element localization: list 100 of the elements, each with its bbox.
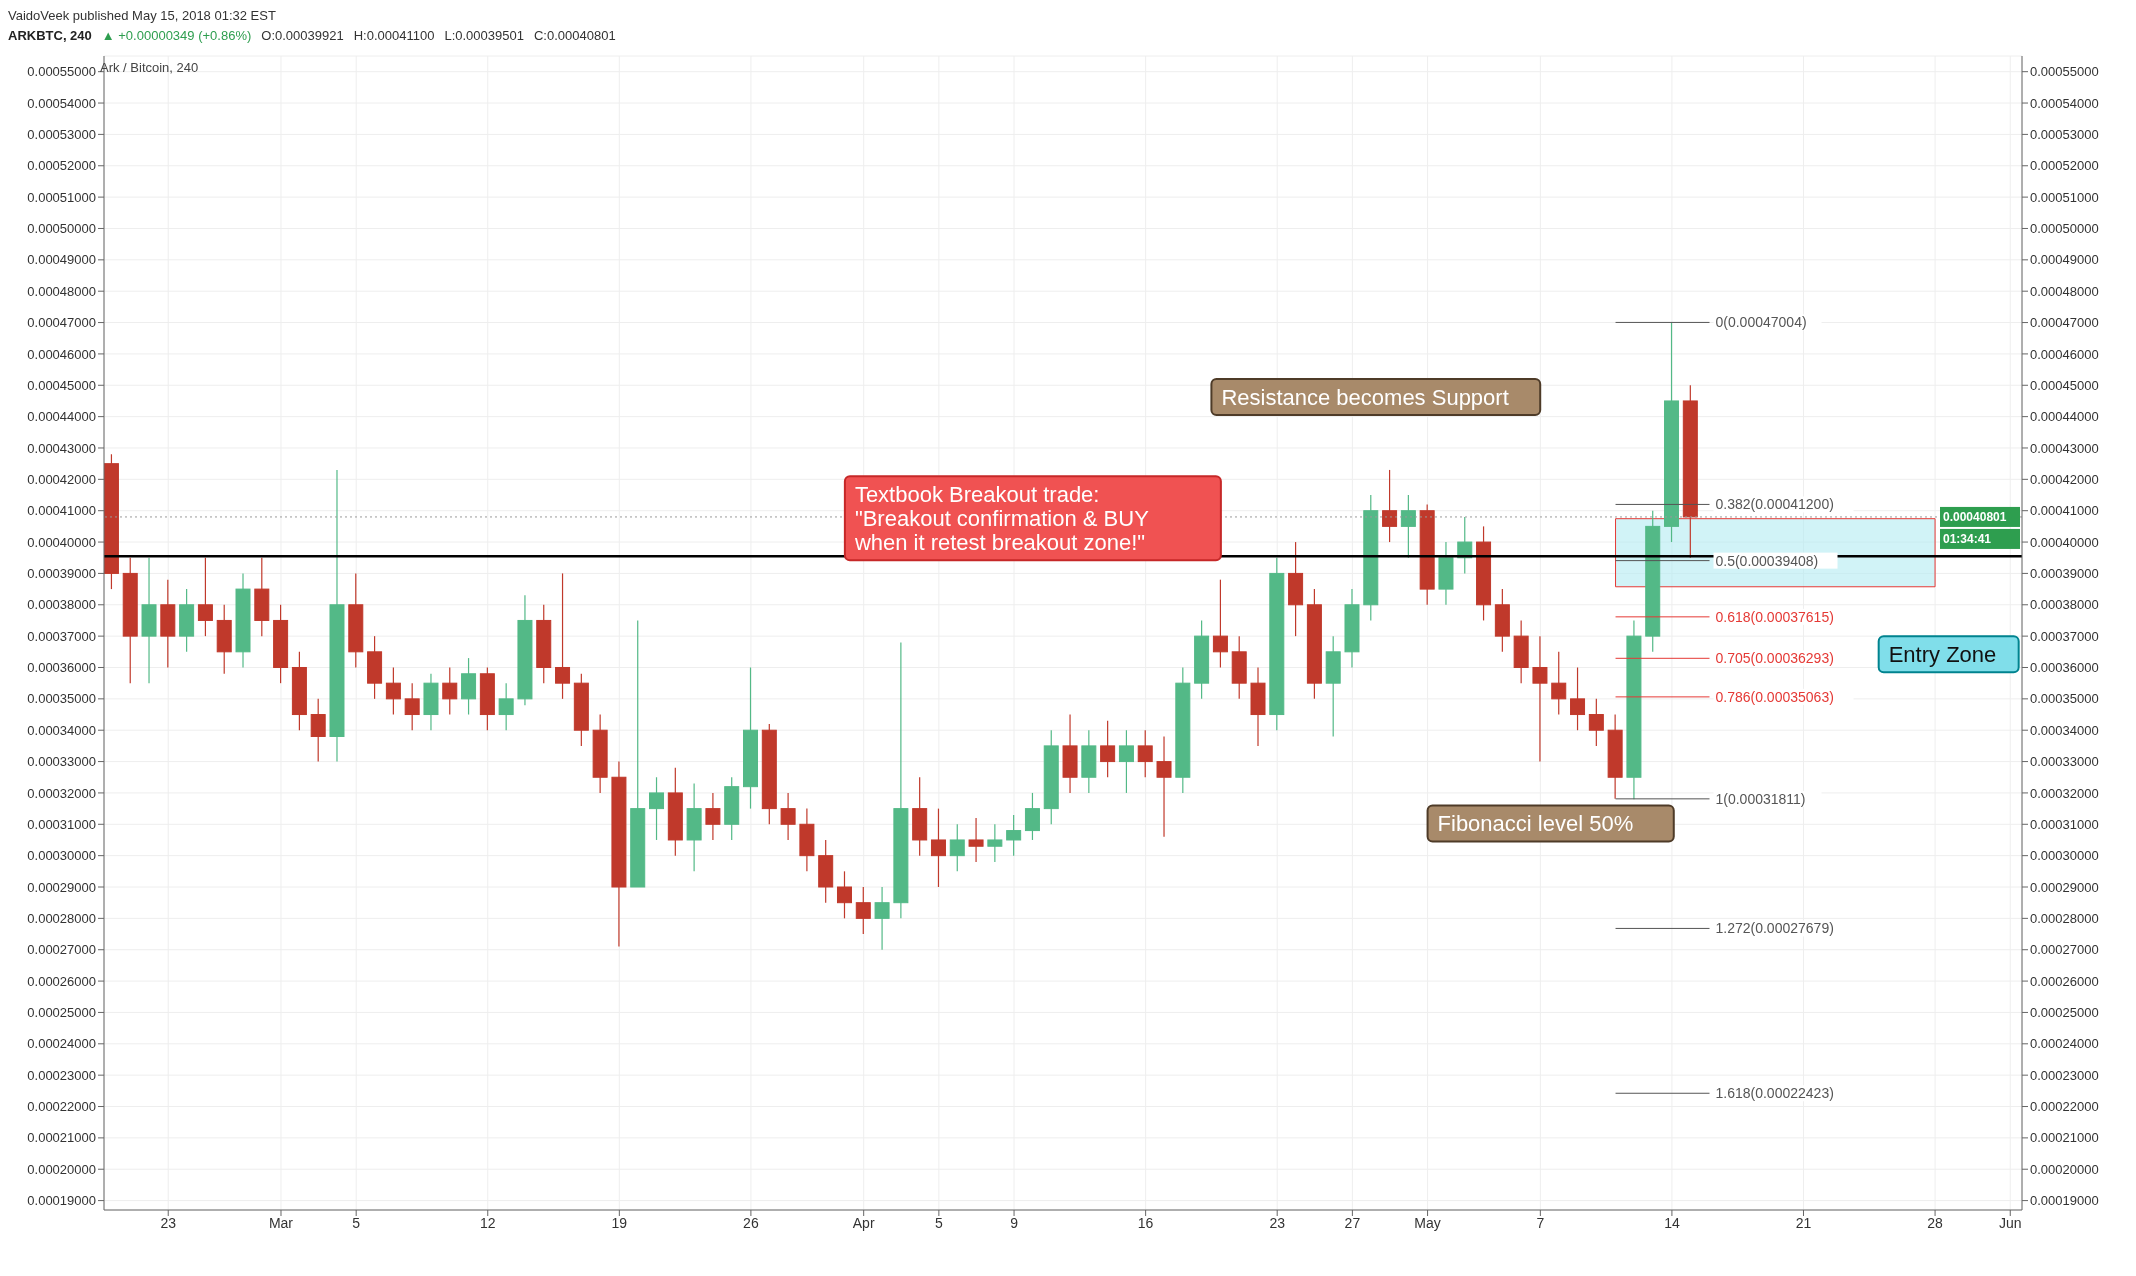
y-tick-label: 0.00051000 [27, 189, 96, 205]
y-tick-label: 0.00040000 [27, 534, 96, 550]
candlestick [836, 870, 852, 919]
text: VaidoVeek published May 15, 2018 01:32 EST [8, 8, 277, 25]
y2-tick-label: 0.00039000 [2030, 566, 2099, 582]
y-tick-label: 0.00031000 [27, 816, 96, 832]
y-tick-label: 0.00028000 [27, 910, 96, 926]
x-tick-label: 5 [352, 1214, 361, 1231]
y2-tick-label: 0.00054000 [2030, 95, 2099, 111]
ref-line-label: 0.618(0.00037615) [1715, 608, 1834, 625]
y2-tick-label: 0.00033000 [2030, 754, 2099, 770]
candlestick [930, 808, 946, 888]
candlestick [404, 682, 420, 731]
candlestick [874, 886, 890, 951]
y2-tick-label: 0.00043000 [2030, 440, 2099, 456]
y2-tick-label: 0.00028000 [2030, 910, 2099, 926]
y2-tick-label: 0.00049000 [2030, 252, 2099, 268]
ref-line-label: 0(0.00047004) [1715, 314, 1807, 331]
y-tick-label: 0.00023000 [27, 1067, 96, 1083]
y-tick-label: 0.00033000 [27, 754, 96, 770]
y-tick-label: 0.00045000 [27, 377, 96, 393]
candlestick [1100, 720, 1116, 778]
y-tick-label: 0.00038000 [27, 597, 96, 613]
ref-line-label: 1.618(0.00022423) [1715, 1085, 1834, 1102]
candlestick [1024, 792, 1040, 841]
y2-tick-label: 0.00021000 [2030, 1130, 2099, 1146]
y2-tick-label: 0.00048000 [2030, 283, 2099, 299]
y-tick-label: 0.00035000 [27, 691, 96, 707]
candlestick [1457, 516, 1473, 575]
candlestick [987, 823, 1003, 863]
text: ▲ +0.00000349 (+0.86%) [101, 28, 252, 45]
ref-line-label: 0.5(0.00039408) [1715, 552, 1819, 569]
candlestick [949, 823, 965, 872]
x-tick-label: May [1414, 1214, 1441, 1231]
y-tick-label: 0.00026000 [27, 973, 96, 989]
y-tick-label: 0.00022000 [27, 1099, 96, 1115]
y-tick-label: 0.00053000 [27, 127, 96, 143]
y-tick-label: 0.00032000 [27, 785, 96, 801]
x-tick-label: Mar [268, 1214, 294, 1231]
y-tick-label: 0.00029000 [27, 879, 96, 895]
y2-tick-label: 0.00037000 [2030, 628, 2099, 644]
y2-tick-label: 0.00032000 [2030, 785, 2099, 801]
x-tick-label: 12 [479, 1214, 496, 1231]
candlestick [1118, 729, 1134, 794]
y2-tick-label: 0.00050000 [2030, 221, 2099, 237]
candlestick [1532, 635, 1548, 763]
text: C:0.00040801 [533, 28, 616, 45]
text: H:0.00041100 [353, 28, 435, 45]
x-tick-label: 21 [1795, 1214, 1812, 1231]
x-tick-label: 26 [743, 1214, 759, 1231]
candlestick [1006, 814, 1022, 857]
y2-tick-label: 0.00042000 [2030, 471, 2099, 487]
ref-line-label: 1.272(0.00027679) [1715, 920, 1834, 937]
candlestick [1588, 698, 1604, 747]
y-tick-label: 0.00043000 [27, 440, 96, 456]
y-tick-label: 0.00044000 [27, 409, 96, 425]
y2-tick-label: 0.00022000 [2030, 1099, 2099, 1115]
annotation: Entry Zone [1888, 642, 1997, 668]
y2-tick-label: 0.00024000 [2030, 1036, 2099, 1052]
y-tick-label: 0.00037000 [27, 628, 96, 644]
candlestick [1156, 735, 1172, 838]
y-tick-label: 0.00052000 [27, 158, 96, 174]
y2-tick-label: 0.00020000 [2030, 1161, 2099, 1177]
y2-tick-label: 0.00027000 [2030, 942, 2099, 958]
x-tick-label: 28 [1927, 1214, 1944, 1231]
y2-tick-label: 0.00036000 [2030, 660, 2099, 676]
candlestick [498, 682, 514, 731]
y-tick-label: 0.00027000 [27, 942, 96, 958]
y-tick-label: 0.00024000 [27, 1036, 96, 1052]
candlestick [385, 666, 401, 716]
y2-tick-label: 0.00047000 [2030, 315, 2099, 331]
candlestick [855, 886, 871, 935]
x-tick-label: 14 [1664, 1214, 1680, 1231]
y2-tick-label: 0.00029000 [2030, 879, 2099, 895]
y2-tick-label: 0.00044000 [2030, 409, 2099, 425]
chart-title: ARKBTC, 240 [8, 28, 92, 45]
annotation: 01:34:41 [1943, 531, 1992, 546]
candlestick [1551, 651, 1567, 716]
y2-tick-label: 0.00034000 [2030, 722, 2099, 738]
y2-tick-label: 0.00038000 [2030, 597, 2099, 613]
y-tick-label: 0.00046000 [27, 346, 96, 362]
y-tick-label: 0.00050000 [27, 221, 96, 237]
candlestick [1570, 666, 1586, 731]
y2-tick-label: 0.00046000 [2030, 346, 2099, 362]
y-tick-label: 0.00039000 [27, 566, 96, 582]
y2-tick-label: 0.00035000 [2030, 691, 2099, 707]
x-tick-label: 5 [934, 1214, 943, 1231]
text: O:0.00039921 [261, 28, 344, 45]
ref-line-label: 0.705(0.00036293) [1715, 650, 1834, 667]
y2-tick-label: 0.00040000 [2030, 534, 2099, 550]
candlestick [780, 792, 796, 841]
x-tick-label: Jun [1998, 1214, 2022, 1231]
x-tick-label: 7 [1536, 1214, 1545, 1231]
y-tick-label: 0.00042000 [27, 471, 96, 487]
y-tick-label: 0.00054000 [27, 95, 96, 111]
y-tick-label: 0.00034000 [27, 722, 96, 738]
annotation: Fibonacci level 50% [1437, 811, 1634, 837]
y-tick-label: 0.00041000 [27, 503, 96, 519]
candlestick [197, 557, 213, 637]
y-tick-label: 0.00047000 [27, 315, 96, 331]
